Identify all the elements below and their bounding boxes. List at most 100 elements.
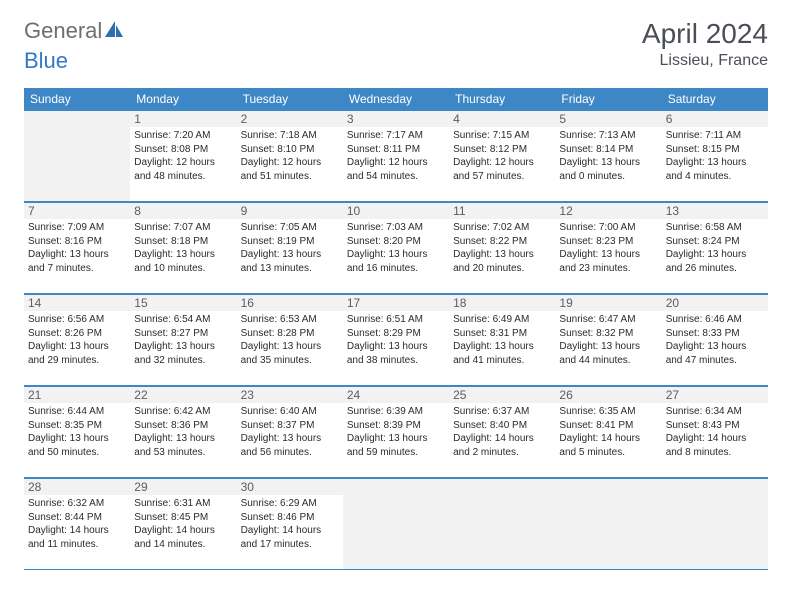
day-cell: 25Sunrise: 6:37 AMSunset: 8:40 PMDayligh… [449, 386, 555, 478]
d2-line: and 53 minutes. [134, 446, 232, 460]
d1-line: Daylight: 13 hours [347, 432, 445, 446]
calendar-cell: 28Sunrise: 6:32 AMSunset: 8:44 PMDayligh… [24, 478, 130, 570]
d2-line: and 2 minutes. [453, 446, 551, 460]
calendar-row: 1Sunrise: 7:20 AMSunset: 8:08 PMDaylight… [24, 110, 768, 202]
sunrise-line: Sunrise: 7:18 AM [241, 129, 339, 143]
calendar-row: 21Sunrise: 6:44 AMSunset: 8:35 PMDayligh… [24, 386, 768, 478]
sunrise-line: Sunrise: 7:11 AM [666, 129, 764, 143]
d1-line: Daylight: 13 hours [666, 340, 764, 354]
calendar-cell: 20Sunrise: 6:46 AMSunset: 8:33 PMDayligh… [662, 294, 768, 386]
d2-line: and 23 minutes. [559, 262, 657, 276]
day-number: 8 [130, 203, 236, 219]
sunrise-line: Sunrise: 6:53 AM [241, 313, 339, 327]
d2-line: and 17 minutes. [241, 538, 339, 552]
calendar-cell [24, 110, 130, 202]
empty-cell [343, 478, 449, 570]
sunset-line: Sunset: 8:11 PM [347, 143, 445, 157]
day-number: 3 [343, 111, 449, 127]
calendar-cell: 26Sunrise: 6:35 AMSunset: 8:41 PMDayligh… [555, 386, 661, 478]
day-cell: 22Sunrise: 6:42 AMSunset: 8:36 PMDayligh… [130, 386, 236, 478]
day-header: Wednesday [343, 88, 449, 110]
calendar-cell: 18 Sunrise: 6:49 AMSunset: 8:31 PMDayligh… [449, 294, 555, 386]
day-number: 22 [130, 387, 236, 403]
d2-line: and 59 minutes. [347, 446, 445, 460]
calendar-cell: 6Sunrise: 7:11 AMSunset: 8:15 PMDaylight… [662, 110, 768, 202]
calendar-cell: 19Sunrise: 6:47 AMSunset: 8:32 PMDayligh… [555, 294, 661, 386]
d1-line: Daylight: 13 hours [347, 248, 445, 262]
calendar-cell: 22Sunrise: 6:42 AMSunset: 8:36 PMDayligh… [130, 386, 236, 478]
day-number: 14 [24, 295, 130, 311]
day-number: 29 [130, 479, 236, 495]
day-cell: 20Sunrise: 6:46 AMSunset: 8:33 PMDayligh… [662, 294, 768, 386]
calendar-cell: 23Sunrise: 6:40 AMSunset: 8:37 PMDayligh… [237, 386, 343, 478]
sunset-line: Sunset: 8:26 PM [28, 327, 126, 341]
day-header: Monday [130, 88, 236, 110]
calendar-head: SundayMondayTuesdayWednesdayThursdayFrid… [24, 88, 768, 110]
d1-line: Daylight: 14 hours [453, 432, 551, 446]
sunrise-line: Sunrise: 7:00 AM [559, 221, 657, 235]
sunrise-line: Sunrise: 6:42 AM [134, 405, 232, 419]
sunset-line: Sunset: 8:39 PM [347, 419, 445, 433]
sunrise-line: Sunrise: 7:05 AM [241, 221, 339, 235]
day-cell: 9Sunrise: 7:05 AMSunset: 8:19 PMDaylight… [237, 202, 343, 294]
day-header: Tuesday [237, 88, 343, 110]
sunset-line: Sunset: 8:10 PM [241, 143, 339, 157]
calendar-cell: 17Sunrise: 6:51 AMSunset: 8:29 PMDayligh… [343, 294, 449, 386]
d1-line: Daylight: 12 hours [347, 156, 445, 170]
sunrise-line: Sunrise: 7:13 AM [559, 129, 657, 143]
sunrise-line: Sunrise: 6:35 AM [559, 405, 657, 419]
day-number: 23 [237, 387, 343, 403]
d2-line: and 20 minutes. [453, 262, 551, 276]
sunrise-line: Sunrise: 7:17 AM [347, 129, 445, 143]
day-number: 2 [237, 111, 343, 127]
sunrise-line: Sunrise: 6:56 AM [28, 313, 126, 327]
day-cell: 18 Sunrise: 6:49 AMSunset: 8:31 PMDayligh… [449, 294, 555, 386]
calendar-cell: 7Sunrise: 7:09 AMSunset: 8:16 PMDaylight… [24, 202, 130, 294]
calendar-cell: 2 Sunrise: 7:18 AMSunset: 8:10 PMDaylight… [237, 110, 343, 202]
day-cell: 17Sunrise: 6:51 AMSunset: 8:29 PMDayligh… [343, 294, 449, 386]
day-number: 16 [237, 295, 343, 311]
day-cell: 11Sunrise: 7:02 AMSunset: 8:22 PMDayligh… [449, 202, 555, 294]
d1-line: Daylight: 13 hours [28, 432, 126, 446]
sunrise-line: Sunrise: 6:29 AM [241, 497, 339, 511]
calendar-cell: 25Sunrise: 6:37 AMSunset: 8:40 PMDayligh… [449, 386, 555, 478]
sunset-line: Sunset: 8:31 PM [453, 327, 551, 341]
calendar-cell: 29Sunrise: 6:31 AMSunset: 8:45 PMDayligh… [130, 478, 236, 570]
sunrise-line: Sunrise: 6:58 AM [666, 221, 764, 235]
calendar-row: 7Sunrise: 7:09 AMSunset: 8:16 PMDaylight… [24, 202, 768, 294]
day-number: 27 [662, 387, 768, 403]
sunrise-line: Sunrise: 6:49 AM [453, 313, 551, 327]
d1-line: Daylight: 14 hours [134, 524, 232, 538]
d1-line: Daylight: 12 hours [241, 156, 339, 170]
day-cell: 5Sunrise: 7:13 AMSunset: 8:14 PMDaylight… [555, 110, 661, 202]
day-number: 6 [662, 111, 768, 127]
d2-line: and 51 minutes. [241, 170, 339, 184]
d1-line: Daylight: 13 hours [453, 248, 551, 262]
sunset-line: Sunset: 8:35 PM [28, 419, 126, 433]
d2-line: and 48 minutes. [134, 170, 232, 184]
d2-line: and 10 minutes. [134, 262, 232, 276]
logo-word1: General [24, 18, 102, 44]
d2-line: and 47 minutes. [666, 354, 764, 368]
d2-line: and 35 minutes. [241, 354, 339, 368]
calendar-cell [662, 478, 768, 570]
d1-line: Daylight: 13 hours [559, 340, 657, 354]
day-number: 18 [449, 295, 555, 311]
d1-line: Daylight: 12 hours [134, 156, 232, 170]
d2-line: and 11 minutes. [28, 538, 126, 552]
sunrise-line: Sunrise: 6:46 AM [666, 313, 764, 327]
calendar-row: 14 Sunrise: 6:56 AMSunset: 8:26 PM Dayligh… [24, 294, 768, 386]
sunset-line: Sunset: 8:44 PM [28, 511, 126, 525]
day-number: 26 [555, 387, 661, 403]
day-cell: 16Sunrise: 6:53 AMSunset: 8:28 PMDayligh… [237, 294, 343, 386]
sunset-line: Sunset: 8:19 PM [241, 235, 339, 249]
day-number: 4 [449, 111, 555, 127]
day-number: 19 [555, 295, 661, 311]
sunset-line: Sunset: 8:22 PM [453, 235, 551, 249]
d1-line: Daylight: 13 hours [134, 248, 232, 262]
d1-line: Daylight: 13 hours [453, 340, 551, 354]
sunset-line: Sunset: 8:16 PM [28, 235, 126, 249]
d2-line: and 50 minutes. [28, 446, 126, 460]
sunset-line: Sunset: 8:14 PM [559, 143, 657, 157]
d1-line: Daylight: 14 hours [666, 432, 764, 446]
